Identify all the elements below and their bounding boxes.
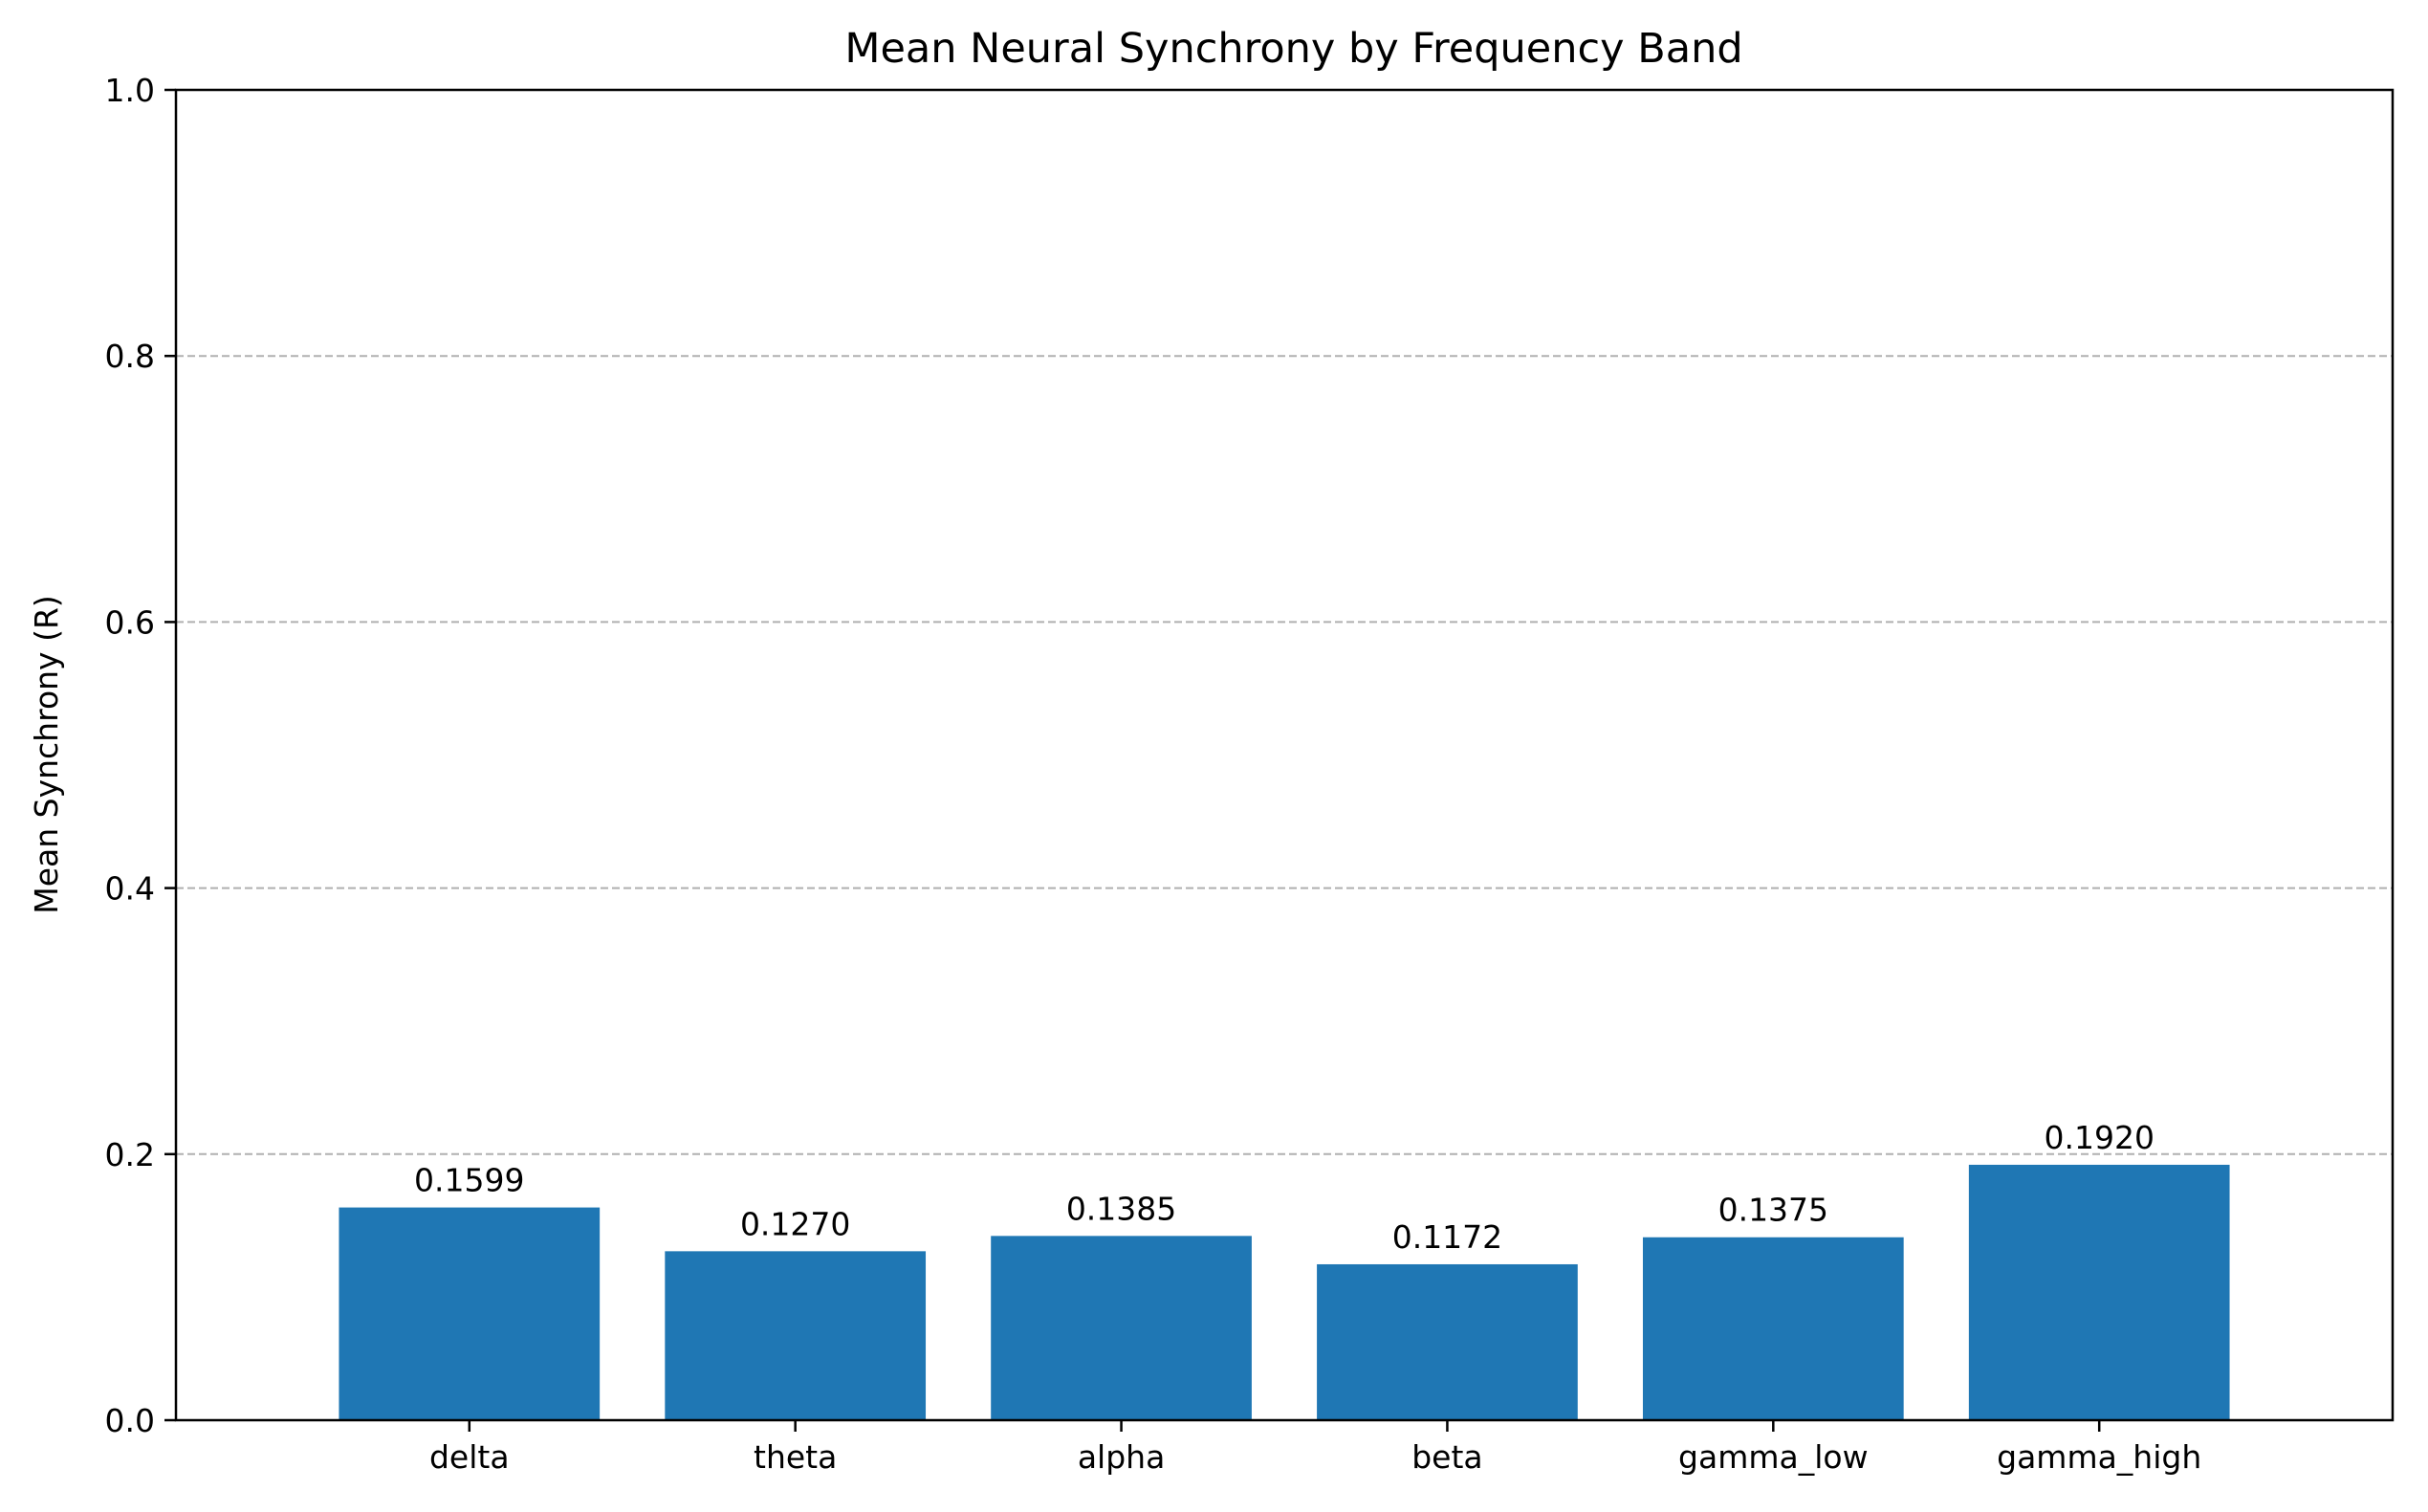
plot-area-frame xyxy=(174,88,2395,1422)
data-label: 0.1385 xyxy=(1066,1190,1176,1227)
data-label: 0.1270 xyxy=(740,1205,850,1242)
x-axis: delta theta alpha beta gamma_low gamma_high xyxy=(429,1420,2201,1476)
data-label: 0.1920 xyxy=(2044,1119,2154,1156)
x-tick-label: delta xyxy=(429,1438,510,1476)
data-label: 0.1599 xyxy=(414,1162,524,1199)
bar-gamma-low xyxy=(1642,1237,1904,1420)
data-labels: 0.1599 0.1270 0.1385 0.1172 0.1375 0.1920 xyxy=(414,1119,2155,1256)
data-label: 0.1172 xyxy=(1392,1218,1502,1256)
data-label: 0.1375 xyxy=(1718,1192,1828,1229)
x-tick-label: gamma_low xyxy=(1678,1438,1869,1476)
bar-theta xyxy=(665,1251,927,1420)
x-tick-label: gamma_high xyxy=(1997,1438,2201,1476)
y-axis: 0.0 0.2 0.4 0.6 0.8 1.0 xyxy=(105,72,176,1439)
y-tick-label: 0.6 xyxy=(105,603,155,641)
y-tick-label: 0.4 xyxy=(105,870,155,908)
grid-lines xyxy=(176,355,2393,1155)
y-tick-label: 1.0 xyxy=(105,72,155,109)
bar-delta xyxy=(339,1207,601,1420)
x-tick-label: alpha xyxy=(1078,1438,1165,1476)
bars xyxy=(339,1164,2230,1420)
y-axis-label: Mean Synchrony (R) xyxy=(28,595,65,914)
bar-alpha xyxy=(991,1236,1252,1420)
x-tick-label: beta xyxy=(1411,1438,1482,1476)
y-tick-label: 0.8 xyxy=(105,338,155,375)
x-tick-label: theta xyxy=(754,1438,837,1476)
y-tick-label: 0.2 xyxy=(105,1136,155,1173)
y-tick-label: 0.0 xyxy=(105,1402,155,1439)
bar-gamma-high xyxy=(1968,1164,2230,1420)
chart-title: Mean Neural Synchrony by Frequency Band xyxy=(844,25,1742,73)
bar-beta xyxy=(1317,1263,1578,1420)
